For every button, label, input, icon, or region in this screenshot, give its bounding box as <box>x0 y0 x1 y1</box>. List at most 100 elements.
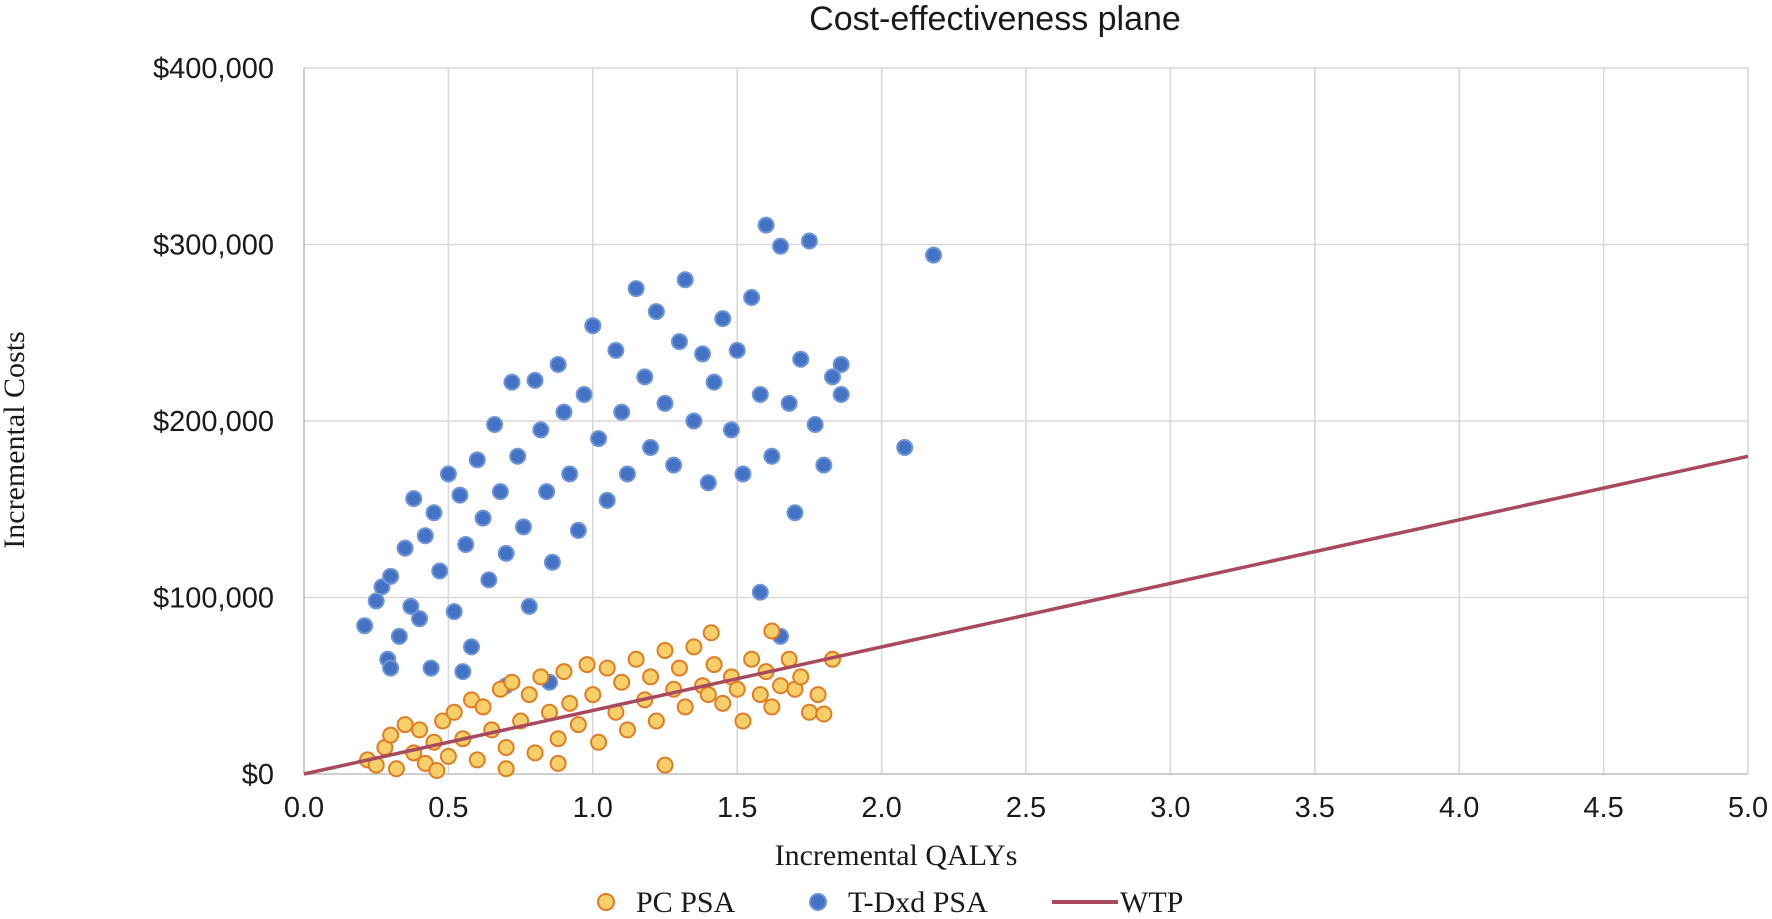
pc-psa-point <box>743 650 761 668</box>
pc-psa-point <box>532 668 550 686</box>
t-dxd-psa-point <box>390 627 408 645</box>
x-tick-label: 3.0 <box>1150 792 1190 824</box>
t-dxd-psa-point <box>526 371 544 389</box>
t-dxd-psa-point <box>627 280 645 298</box>
t-dxd-psa-point <box>503 373 521 391</box>
y-tick-label: $0 <box>242 759 274 791</box>
t-dxd-psa-point <box>543 553 561 571</box>
t-dxd-psa-point <box>656 394 674 412</box>
pc-psa-point <box>751 686 769 704</box>
x-tick-label: 0.5 <box>428 792 468 824</box>
t-dxd-psa-point <box>382 567 400 585</box>
t-dxd-psa-point <box>561 465 579 483</box>
t-dxd-psa-point <box>607 341 625 359</box>
x-tick-label: 4.0 <box>1439 792 1479 824</box>
t-dxd-psa-point <box>618 465 636 483</box>
chart-title: Cost-effectiveness plane <box>809 0 1181 38</box>
t-dxd-psa-point <box>642 438 660 456</box>
pc-psa-point <box>396 716 414 734</box>
t-dxd-psa-point <box>514 518 532 536</box>
x-tick-label: 1.0 <box>573 792 613 824</box>
pc-psa-point <box>445 703 463 721</box>
t-dxd-psa-point <box>520 597 538 615</box>
pc-psa-point <box>468 751 486 769</box>
t-dxd-psa-point <box>474 509 492 527</box>
legend-marker-t-dxd-psa <box>809 893 827 911</box>
x-tick-label: 0.0 <box>284 792 324 824</box>
t-dxd-psa-point <box>590 430 608 448</box>
t-dxd-psa-point <box>780 394 798 412</box>
x-tick-label: 1.5 <box>717 792 757 824</box>
t-dxd-psa-point <box>416 527 434 545</box>
pc-psa-point <box>549 754 567 772</box>
t-dxd-psa-point <box>569 521 587 539</box>
x-tick-label: 5.0 <box>1728 792 1768 824</box>
x-tick-label: 4.5 <box>1583 792 1623 824</box>
t-dxd-psa-point <box>356 617 374 635</box>
pc-psa-point <box>526 744 544 762</box>
pc-psa-point <box>676 698 694 716</box>
series-wtp <box>303 454 1749 776</box>
t-dxd-psa-point <box>411 610 429 628</box>
t-dxd-psa-point <box>422 659 440 677</box>
pc-psa-point <box>734 712 752 730</box>
t-dxd-psa-point <box>832 386 850 404</box>
legend-label-pc-psa: PC PSA <box>636 886 736 919</box>
t-dxd-psa-point <box>896 438 914 456</box>
t-dxd-psa-point <box>549 356 567 374</box>
x-tick-labels: 0.0 0.5 1.0 1.5 2.0 2.5 3.0 3.5 4.0 4.5 5.0 <box>284 792 1768 824</box>
t-dxd-psa-point <box>575 386 593 404</box>
legend-label-wtp: WTP <box>1120 886 1183 919</box>
t-dxd-psa-point <box>598 491 616 509</box>
pc-psa-point <box>474 698 492 716</box>
y-tick-label: $400,000 <box>153 53 274 85</box>
pc-psa-point <box>685 638 703 656</box>
t-dxd-psa-point <box>694 345 712 363</box>
pc-psa-point <box>434 712 452 730</box>
t-dxd-psa-point <box>722 421 740 439</box>
t-dxd-psa-point <box>815 456 833 474</box>
t-dxd-psa-point <box>925 246 943 264</box>
x-axis-title: Incremental QALYs <box>775 839 1018 872</box>
t-dxd-psa-point <box>555 403 573 421</box>
t-dxd-psa-point <box>613 403 631 421</box>
pc-psa-point <box>772 677 790 695</box>
t-dxd-psa-point <box>772 237 790 255</box>
pc-psa-point <box>728 680 746 698</box>
t-dxd-psa-point <box>405 490 423 508</box>
t-dxd-psa-point <box>486 416 504 434</box>
t-dxd-psa-point <box>382 659 400 677</box>
t-dxd-psa-point <box>699 474 717 492</box>
t-dxd-psa-point <box>532 421 550 439</box>
t-dxd-psa-point <box>714 310 732 328</box>
t-dxd-psa-point <box>439 465 457 483</box>
t-dxd-psa-point <box>402 597 420 615</box>
t-dxd-psa-point <box>538 483 556 501</box>
t-dxd-psa-point <box>463 638 481 656</box>
pc-psa-point <box>584 686 602 704</box>
t-dxd-psa-point <box>734 465 752 483</box>
t-dxd-psa-point <box>743 288 761 306</box>
pc-psa-point <box>613 673 631 691</box>
pc-psa-point <box>815 705 833 723</box>
t-dxd-psa-point <box>647 303 665 321</box>
axes <box>303 68 1748 775</box>
t-dxd-psa-point <box>763 447 781 465</box>
t-dxd-psa-point <box>454 663 472 681</box>
pc-psa-point <box>439 747 457 765</box>
t-dxd-psa-point <box>670 333 688 351</box>
y-tick-label: $200,000 <box>153 406 274 438</box>
t-dxd-psa-point <box>751 583 769 601</box>
pc-psa-point <box>705 656 723 674</box>
pc-psa-point <box>618 721 636 739</box>
pc-psa-point <box>809 686 827 704</box>
t-dxd-psa-point <box>685 412 703 430</box>
t-dxd-psa-point <box>451 486 469 504</box>
pc-psa-point <box>627 650 645 668</box>
t-dxd-psa-point <box>480 571 498 589</box>
legend-label-t-dxd-psa: T-Dxd PSA <box>848 886 988 919</box>
pc-psa-point <box>714 694 732 712</box>
t-dxd-psa-point <box>457 536 475 554</box>
y-tick-label: $300,000 <box>153 230 274 262</box>
